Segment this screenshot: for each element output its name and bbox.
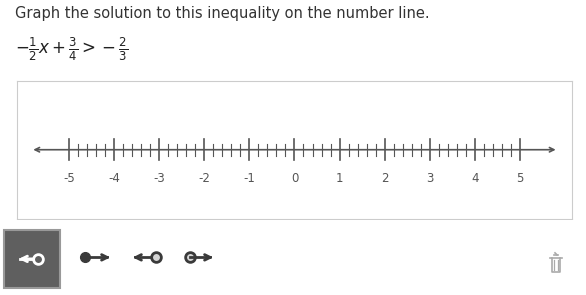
Text: 5: 5 bbox=[516, 172, 524, 185]
Text: -3: -3 bbox=[153, 172, 165, 185]
Text: 3: 3 bbox=[426, 172, 434, 185]
Text: 1: 1 bbox=[336, 172, 343, 185]
Text: $-\frac{1}{2}x + \frac{3}{4} > -\frac{2}{3}$: $-\frac{1}{2}x + \frac{3}{4} > -\frac{2}… bbox=[15, 36, 128, 63]
FancyBboxPatch shape bbox=[4, 230, 60, 288]
Text: -4: -4 bbox=[108, 172, 120, 185]
Text: 4: 4 bbox=[471, 172, 479, 185]
Text: -5: -5 bbox=[63, 172, 74, 185]
Text: -2: -2 bbox=[198, 172, 210, 185]
Text: 0: 0 bbox=[291, 172, 298, 185]
Text: 2: 2 bbox=[381, 172, 389, 185]
Text: -1: -1 bbox=[243, 172, 255, 185]
Text: Graph the solution to this inequality on the number line.: Graph the solution to this inequality on… bbox=[15, 6, 430, 21]
